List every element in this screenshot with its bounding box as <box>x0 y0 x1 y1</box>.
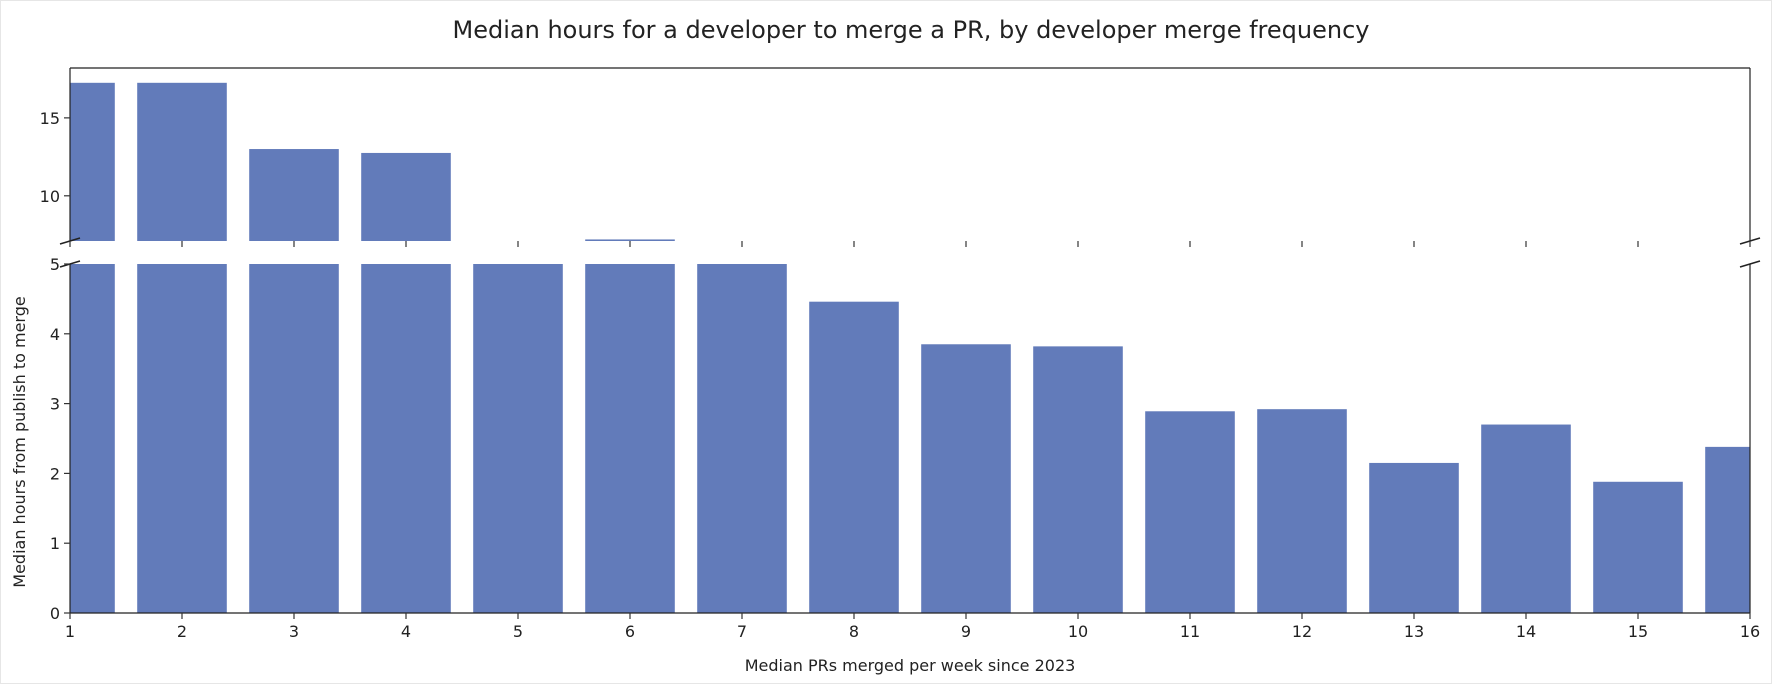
bar-lower-7 <box>697 264 787 613</box>
x-tick-label: 3 <box>289 622 299 641</box>
bar-lower-1 <box>70 264 115 613</box>
bar-lower-13 <box>1369 462 1459 613</box>
x-tick-label: 12 <box>1292 622 1312 641</box>
y-tick-label-lower: 2 <box>50 464 60 483</box>
x-tick-label: 1 <box>65 622 75 641</box>
y-tick-label-lower: 0 <box>50 604 60 623</box>
y-tick-label-upper: 10 <box>40 187 60 206</box>
x-tick-label: 13 <box>1404 622 1424 641</box>
x-tick-label: 7 <box>737 622 747 641</box>
x-tick-label: 9 <box>961 622 971 641</box>
x-tick-label: 5 <box>513 622 523 641</box>
bar-upper-1 <box>70 82 115 241</box>
bar-upper-2 <box>137 82 227 241</box>
x-tick-label: 8 <box>849 622 859 641</box>
x-tick-label: 15 <box>1628 622 1648 641</box>
bar-upper-6 <box>585 239 675 241</box>
x-tick-label: 10 <box>1068 622 1088 641</box>
y-tick-label-upper: 15 <box>40 109 60 128</box>
bar-lower-3 <box>249 264 339 613</box>
y-axis-label: Median hours from publish to merge <box>10 296 29 587</box>
x-tick-label: 2 <box>177 622 187 641</box>
bar-upper-4 <box>361 152 451 241</box>
y-tick-label-lower: 1 <box>50 534 60 553</box>
x-tick-label: 16 <box>1740 622 1760 641</box>
bar-lower-2 <box>137 264 227 613</box>
bar-lower-6 <box>585 264 675 613</box>
y-tick-label-lower: 4 <box>50 325 60 344</box>
x-tick-label: 6 <box>625 622 635 641</box>
bar-lower-4 <box>361 264 451 613</box>
x-tick-label: 14 <box>1516 622 1536 641</box>
bar-lower-14 <box>1481 424 1571 613</box>
x-tick-label: 11 <box>1180 622 1200 641</box>
bar-upper-3 <box>249 149 339 241</box>
bar-lower-15 <box>1593 481 1683 613</box>
y-tick-label-lower: 5 <box>50 255 60 274</box>
x-tick-label: 4 <box>401 622 411 641</box>
bar-lower-9 <box>921 344 1011 613</box>
bar-lower-11 <box>1145 411 1235 613</box>
chart-title: Median hours for a developer to merge a … <box>453 16 1370 44</box>
bar-lower-12 <box>1257 409 1347 613</box>
x-axis-label: Median PRs merged per week since 2023 <box>745 656 1076 675</box>
bar-lower-8 <box>809 301 899 613</box>
y-tick-label-lower: 3 <box>50 395 60 414</box>
bar-lower-5 <box>473 264 563 613</box>
bar-lower-10 <box>1033 346 1123 613</box>
axis-break-mark <box>1739 260 1761 268</box>
bar-lower-16 <box>1705 446 1750 613</box>
